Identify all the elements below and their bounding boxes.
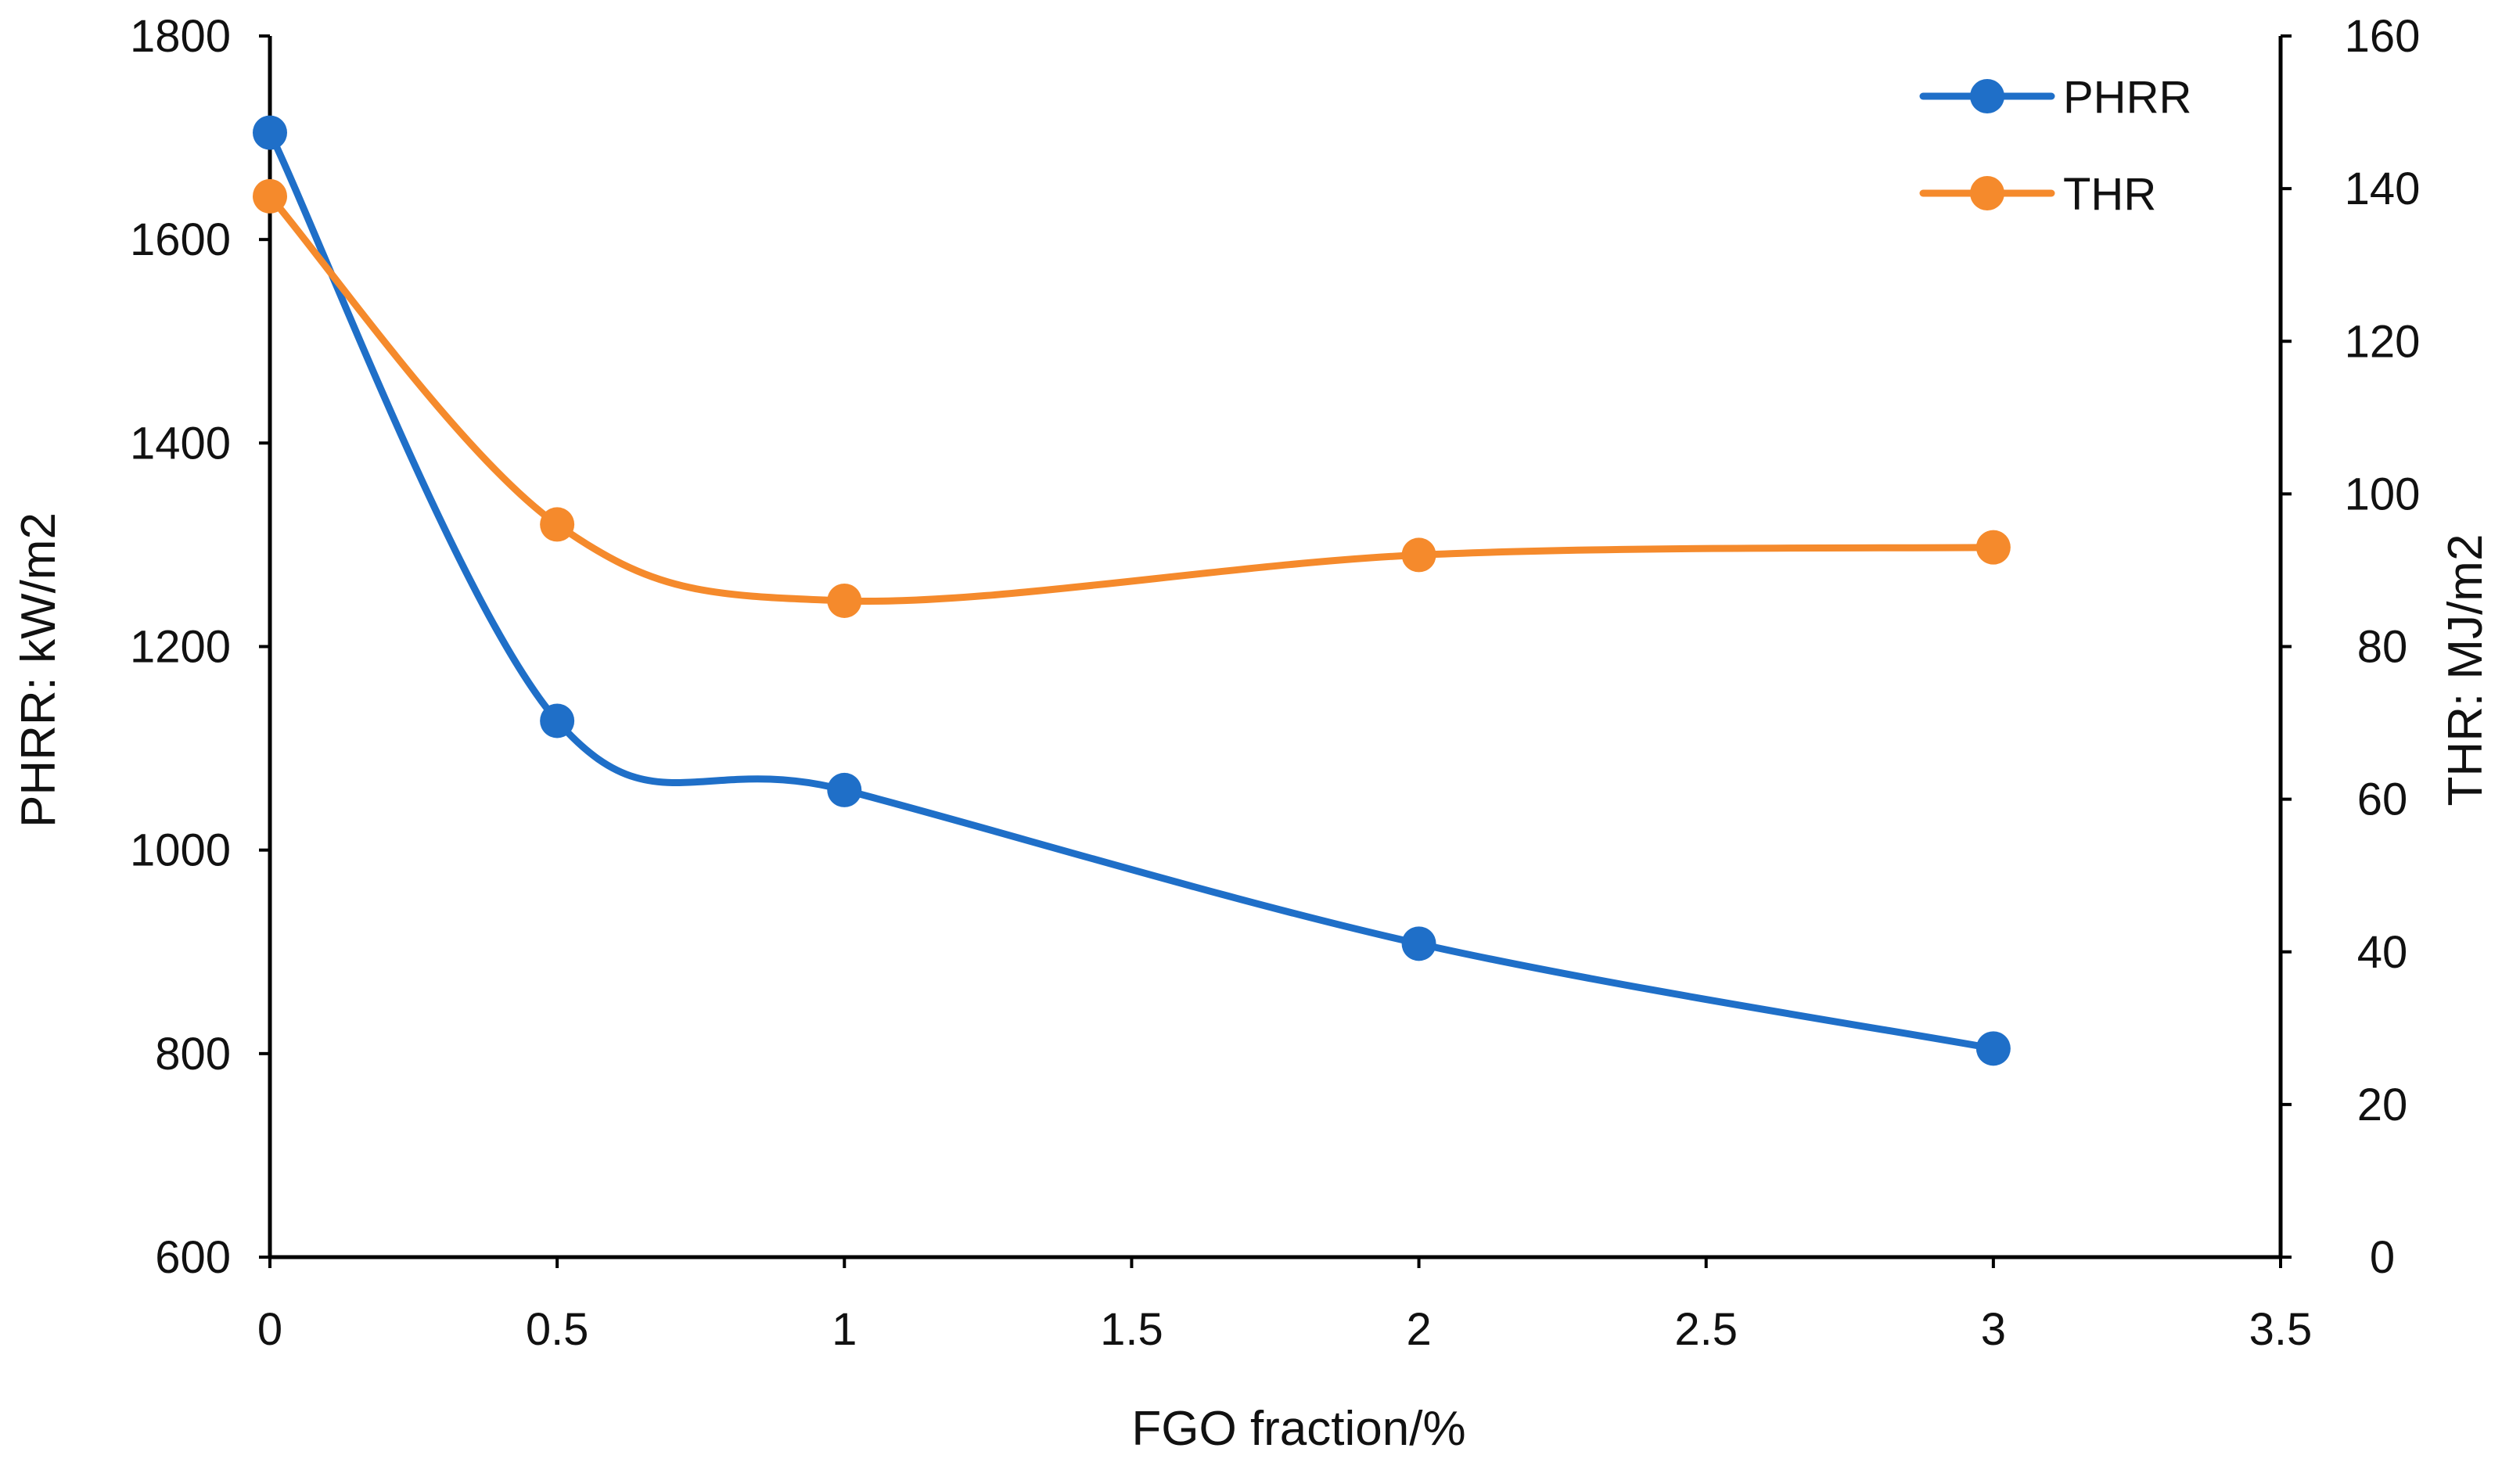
series-phrr	[253, 115, 2011, 1066]
y2-tick-label: 120	[2345, 316, 2421, 367]
y2-tick-label: 160	[2345, 11, 2421, 62]
x-tick-label: 3.5	[2249, 1304, 2313, 1355]
x-axis-title: FGO fraction/%	[1131, 1402, 1465, 1456]
x-tick-label: 1.5	[1100, 1304, 1163, 1355]
y-tick-label: 600	[155, 1232, 231, 1283]
data-point-thr	[540, 507, 575, 542]
data-point-phrr	[1975, 1031, 2011, 1066]
legend-label-thr: THR	[2063, 169, 2156, 220]
plot-frame	[268, 36, 2283, 1259]
data-point-phrr	[1401, 926, 1436, 961]
y2-tick-label: 60	[2357, 774, 2408, 825]
legend-swatch-marker	[1970, 176, 2004, 210]
x-tick-label: 0	[257, 1304, 282, 1355]
x-tick-label: 3	[1981, 1304, 2006, 1355]
data-point-thr	[1401, 537, 1436, 573]
y-tick-label: 1400	[130, 418, 231, 469]
x-tick-label: 2	[1406, 1304, 1431, 1355]
y2-tick-label: 140	[2345, 163, 2421, 214]
y-tick-label: 800	[155, 1029, 231, 1080]
y-tick-label: 1000	[130, 825, 231, 876]
ticks-layer: 0 0.5 1 1.5 2 2.5 3 3.5600800100012001400160018…	[130, 11, 2420, 1355]
y2-tick-label: 40	[2357, 927, 2408, 978]
data-point-phrr	[827, 772, 862, 807]
y2-tick-label: 100	[2345, 469, 2421, 519]
y-tick-label: 1800	[130, 11, 231, 62]
y-tick-label: 1600	[130, 214, 231, 265]
series-line-phrr	[266, 129, 1997, 1052]
series-line-thr	[266, 192, 1997, 605]
series-layer	[253, 115, 2011, 1066]
legend-label-phrr: PHRR	[2063, 72, 2191, 123]
legend-swatch-marker	[1970, 79, 2004, 113]
y2-tick-label: 20	[2357, 1080, 2408, 1130]
series-thr	[253, 178, 2011, 618]
data-point-thr	[253, 178, 287, 214]
data-point-phrr	[540, 703, 575, 738]
x-tick-label: 1	[832, 1304, 857, 1355]
y2-tick-label: 80	[2357, 622, 2408, 673]
y-tick-label: 1200	[130, 622, 231, 673]
data-point-thr	[827, 583, 862, 618]
legend: PHRR THR	[1919, 72, 2191, 220]
data-point-phrr	[253, 115, 287, 150]
legend-item-phrr: PHRR	[1919, 72, 2191, 123]
x-tick-label: 0.5	[526, 1304, 589, 1355]
y2-axis-title: THR: MJ/m2	[2439, 534, 2493, 807]
y-axis-title: PHRR: kW/m2	[12, 512, 66, 828]
x-tick-label: 2.5	[1674, 1304, 1738, 1355]
y2-tick-label: 0	[2370, 1232, 2395, 1283]
data-point-thr	[1975, 530, 2011, 565]
legend-item-thr: THR	[1919, 169, 2156, 220]
